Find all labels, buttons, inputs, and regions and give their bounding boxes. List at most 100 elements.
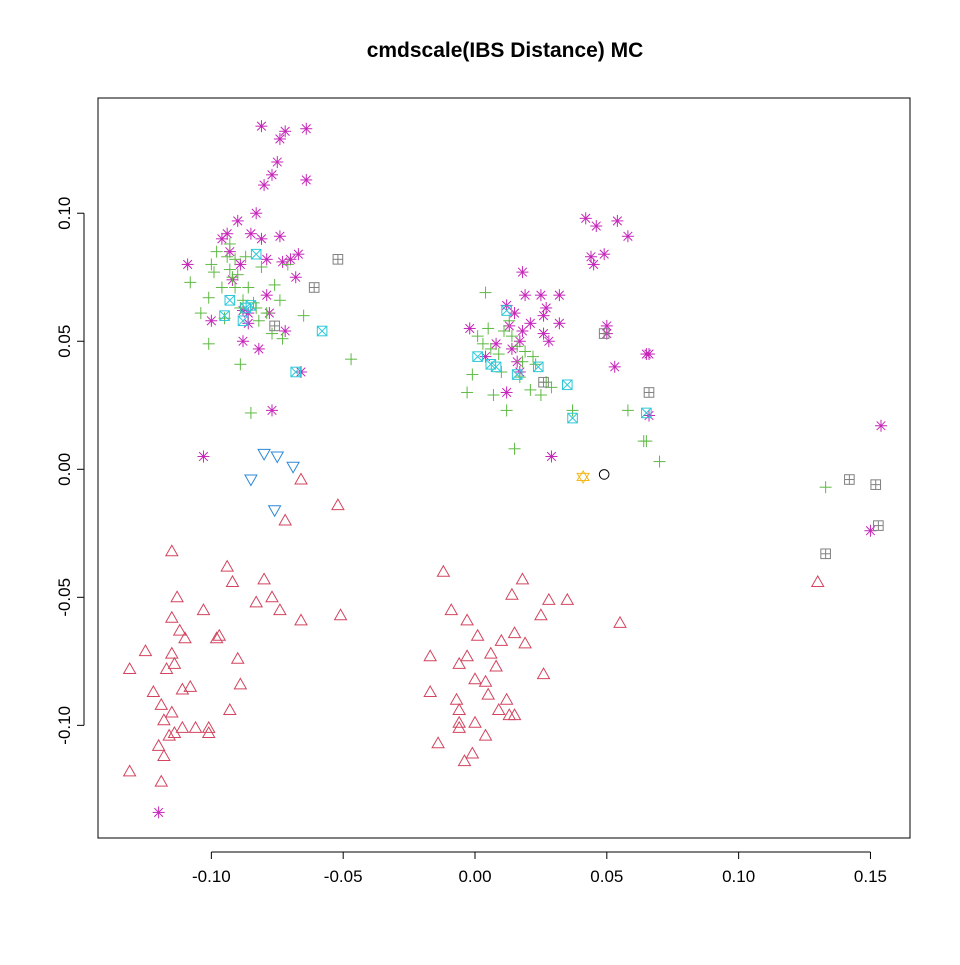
data-point-triangle-up <box>154 774 169 787</box>
data-point-triangle-up <box>157 713 171 726</box>
data-point-triangle-down <box>267 505 282 518</box>
data-point-triangle-up <box>164 705 179 718</box>
data-point-circle <box>598 469 610 480</box>
x-axis: -0.10 -0.05 0.00 0.05 0.10 0.15 <box>192 851 887 886</box>
data-point-triangle-up <box>560 592 575 605</box>
data-point-asterisk <box>289 271 302 284</box>
data-point-asterisk <box>553 317 566 330</box>
data-point-triangle-up <box>470 628 485 641</box>
x-tick-label: 0.00 <box>458 867 491 886</box>
data-point-plus <box>640 435 653 448</box>
data-point-triangle-up <box>452 656 467 669</box>
data-point-triangle-up <box>481 687 496 700</box>
data-point-triangle-up <box>178 631 192 644</box>
data-point-triangle-up <box>460 613 474 626</box>
data-point-asterisk <box>537 327 550 340</box>
data-point-triangle-up <box>468 672 482 685</box>
data-point-triangle-up <box>230 651 245 664</box>
data-point-asterisk <box>516 325 529 338</box>
data-point-plus <box>194 307 207 320</box>
data-point-square-cross <box>490 361 502 373</box>
data-point-asterisk <box>244 227 257 240</box>
data-point-triangle-down <box>286 461 300 474</box>
data-point-asterisk <box>300 173 313 186</box>
data-point-triangle-up <box>613 615 627 628</box>
data-point-square-cross <box>219 310 230 321</box>
data-point-asterisk <box>292 248 305 261</box>
data-point-triangle-up <box>220 559 235 572</box>
data-point-asterisk <box>590 220 603 233</box>
data-point-plus <box>231 268 244 281</box>
data-point-triangle-up <box>507 708 522 721</box>
data-point-asterisk <box>534 289 547 302</box>
data-point-triangle-up <box>449 692 464 705</box>
data-point-plus <box>215 281 228 294</box>
data-point-square-plus <box>269 320 280 332</box>
data-point-plus <box>508 442 521 455</box>
data-point-triangle-up <box>278 513 293 526</box>
data-point-plus <box>345 353 358 366</box>
data-point-plus <box>202 337 215 350</box>
data-point-plus <box>534 389 547 402</box>
data-point-triangle-up <box>265 590 279 603</box>
data-point-triangle-up <box>175 682 190 695</box>
data-point-plus <box>476 337 489 350</box>
data-point-plus <box>487 389 500 402</box>
data-point-plus <box>208 266 220 279</box>
data-point-triangle-up <box>810 574 825 587</box>
data-point-asterisk <box>519 289 532 302</box>
data-point-triangle-up <box>452 715 467 728</box>
data-point-asterisk <box>197 450 210 463</box>
data-point-triangle-up <box>164 610 179 623</box>
data-point-asterisk <box>598 248 611 261</box>
data-point-plus <box>621 404 634 417</box>
data-point-plus <box>234 358 247 371</box>
data-point-asterisk <box>279 325 292 338</box>
data-point-plus <box>276 332 289 345</box>
data-point-asterisk <box>273 230 286 243</box>
data-point-square-cross <box>641 407 652 419</box>
x-tick-label: -0.10 <box>192 867 231 886</box>
data-point-asterisk <box>542 335 555 348</box>
data-point-square-cross <box>501 305 512 316</box>
chart-title: cmdscale(IBS Distance) MC <box>367 39 644 62</box>
data-point-triangle-up <box>175 720 190 733</box>
data-point-square-plus <box>332 254 344 265</box>
y-axis: -0.10 -0.05 0.00 0.05 0.10 <box>55 197 85 745</box>
data-point-plus <box>223 237 236 250</box>
data-point-triangle-up <box>444 603 459 616</box>
data-point-triangle-up <box>460 649 474 662</box>
data-point-square-cross <box>224 294 236 306</box>
data-point-triangle-up <box>138 644 153 657</box>
data-point-asterisk <box>234 258 247 271</box>
data-point-square-cross <box>567 412 578 424</box>
data-point-triangle-up <box>233 677 248 690</box>
data-point-triangle-up <box>431 736 445 749</box>
data-point-plus <box>273 294 286 307</box>
data-point-plus <box>471 330 484 343</box>
y-tick-label: 0.00 <box>55 453 74 486</box>
data-point-plus <box>260 307 273 320</box>
data-point-square-plus <box>870 479 882 490</box>
data-point-square-plus <box>873 520 884 531</box>
data-point-plus <box>566 404 579 417</box>
data-point-square-cross <box>316 325 328 337</box>
data-point-square-plus <box>308 282 320 293</box>
data-point-plus <box>229 281 242 294</box>
data-point-asterisk <box>537 309 550 322</box>
data-point-triangle-up <box>122 764 137 777</box>
data-point-plus <box>505 330 518 343</box>
data-point-triangle-up <box>534 608 548 621</box>
data-point-triangle-up <box>157 749 171 762</box>
data-point-triangle-up <box>172 623 187 636</box>
data-point-square-cross <box>237 315 249 327</box>
data-point-triangle-up <box>499 692 514 705</box>
data-point-plus <box>653 455 666 468</box>
data-point-asterisk <box>231 214 244 227</box>
data-point-plus <box>527 350 539 363</box>
data-point-triangle-up <box>196 603 211 616</box>
data-point-plus <box>184 276 197 289</box>
data-point-triangle-up <box>162 728 177 741</box>
data-point-star-of-david <box>576 470 590 484</box>
